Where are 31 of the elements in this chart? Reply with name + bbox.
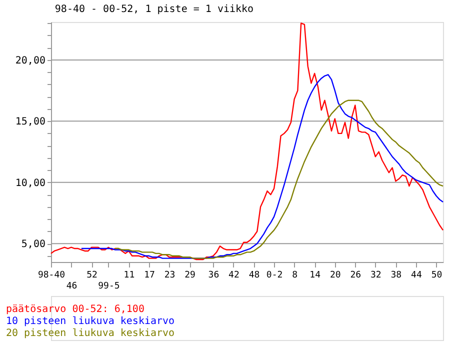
- x-tick-label: 0-2: [266, 270, 283, 280]
- x-tick-label: 14: [310, 270, 321, 280]
- x-tick-label: 42: [228, 270, 240, 280]
- x-tick-label: 32: [370, 270, 382, 280]
- y-tick-label: 5,00: [21, 239, 46, 250]
- x-tick-label: 36: [208, 270, 220, 280]
- x-tick-label: 99-5: [98, 282, 120, 292]
- x-tick-label: 50: [431, 270, 442, 280]
- x-tick-label: 11: [124, 270, 135, 280]
- x-tick-label: 48: [248, 270, 260, 280]
- x-tick-label: 38: [390, 270, 402, 280]
- line-series: [50, 22, 444, 260]
- y-tick-label: 10,00: [15, 178, 46, 189]
- x-tick-label: 29: [184, 270, 196, 280]
- text: 20 pisteen liukuva keskiarvo: [6, 328, 175, 339]
- y-tick-label: 15,00: [15, 116, 46, 128]
- x-tick-label: 8: [292, 270, 298, 280]
- x-tick-label: 46: [66, 282, 78, 292]
- x-tick-label: 17: [144, 270, 155, 280]
- y-tick-label: 20,00: [15, 55, 46, 66]
- line-series: [80, 74, 444, 259]
- x-tick-label: 26: [350, 270, 362, 280]
- x-tick-label: 98-40: [38, 270, 66, 280]
- x-tick-label: 20: [330, 270, 341, 280]
- x-tick-label: 23: [164, 270, 176, 280]
- text: päätösarvo 00-52: 6,100: [6, 304, 144, 315]
- chart-title: 98-40 - 00-52, 1 piste = 1 viikko: [54, 4, 254, 16]
- x-tick-label: 44: [411, 270, 422, 280]
- text: 10 pisteen liukuva keskiarvo: [6, 316, 175, 327]
- x-tick-label: 52: [86, 270, 98, 280]
- line-series: [114, 100, 444, 259]
